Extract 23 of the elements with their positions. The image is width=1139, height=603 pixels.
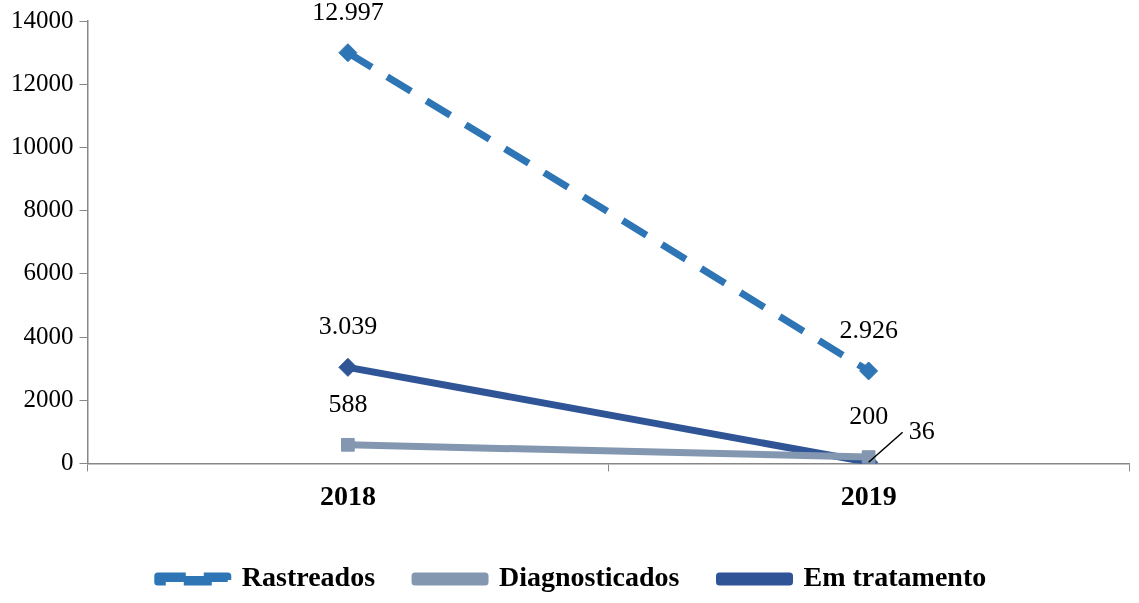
- y-tick-label: 6000: [23, 258, 74, 286]
- y-tick-label: 4000: [23, 321, 74, 349]
- point: [341, 437, 355, 452]
- point: [338, 357, 358, 377]
- data-label: 2.926: [839, 314, 898, 344]
- data-label: 3.039: [318, 311, 378, 341]
- y-tick-label: 8000: [23, 195, 74, 223]
- legend-label: Em tratamento: [803, 561, 987, 593]
- data-label: 588: [328, 388, 368, 418]
- point: [338, 43, 358, 63]
- data-label: 36: [908, 416, 935, 446]
- y-tick-label: 2000: [23, 384, 74, 412]
- legend-label: Rastreados: [241, 561, 376, 593]
- x-tick-label: 2018: [319, 480, 376, 512]
- x-tick-label: 2019: [840, 480, 897, 512]
- y-tick-label: 10000: [11, 131, 74, 159]
- y-tick-label: 12000: [11, 68, 74, 96]
- y-tick-label: 0: [61, 447, 74, 475]
- data-label: 200: [849, 400, 889, 430]
- data-label: 12.997: [312, 0, 384, 26]
- legend-label: Diagnosticados: [499, 561, 680, 593]
- y-tick-label: 14000: [11, 5, 74, 33]
- point: [859, 361, 879, 381]
